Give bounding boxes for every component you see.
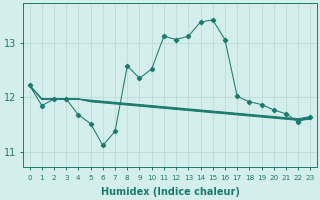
X-axis label: Humidex (Indice chaleur): Humidex (Indice chaleur) — [100, 187, 239, 197]
